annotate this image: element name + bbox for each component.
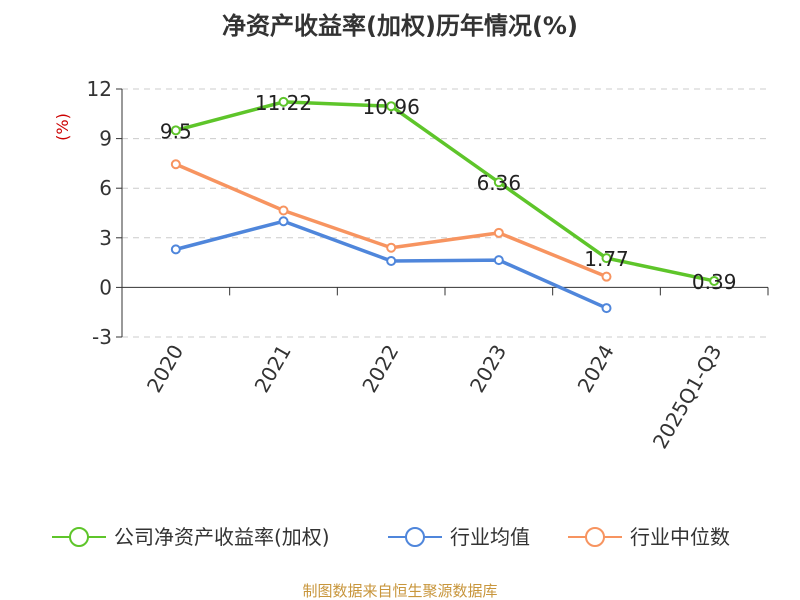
x-tick-label: 2020 [142,341,188,397]
legend-item-0: 公司净资产收益率(加权) [52,525,330,549]
series-line [175,100,715,283]
legend-label: 公司净资产收益率(加权) [114,525,330,549]
data-label: 6.36 [477,171,522,195]
x-tick-label: 2025Q1-Q3 [648,341,727,453]
data-point [278,96,289,107]
data-point [278,205,289,216]
x-tick-label: 2023 [465,341,511,397]
legend-label: 行业均值 [450,525,530,549]
y-tick-label: 0 [99,275,112,299]
legend-marker [69,527,89,547]
series-lines [170,96,720,314]
legend-marker [405,527,425,547]
series-0 [170,96,720,286]
data-point [170,125,181,136]
y-tick-label: 12 [87,77,112,101]
chart-title: 净资产收益率(加权)历年情况(%) [222,12,578,40]
data-point [170,159,181,170]
y-tick-label: 9 [99,127,112,151]
legend-item-1: 行业均值 [388,525,530,549]
data-point [386,101,397,112]
data-label: 10.96 [363,95,420,119]
data-point [493,177,504,188]
data-label: 1.77 [584,247,629,271]
data-point [709,275,720,286]
series-2 [170,159,612,282]
data-point [601,253,612,264]
data-point [601,303,612,314]
data-labels: 9.5 11.22 10.96 6.36 1.77 0.39 [160,91,737,294]
legend: 公司净资产收益率(加权) 行业均值 行业中位数 [52,525,730,549]
x-tick-label: 2024 [573,341,619,397]
data-source-note: 制图数据来自恒生聚源数据库 [302,582,497,600]
y-tick-label: 6 [99,176,112,200]
y-axis-unit-label: (%) [53,113,72,141]
data-point [278,216,289,227]
data-point [386,242,397,253]
x-tick-label: 2022 [357,341,403,397]
data-label: 0.39 [692,270,737,294]
data-point [386,255,397,266]
y-tick-label: 3 [99,226,112,250]
y-tick-label: -3 [92,325,112,349]
legend-marker [585,527,605,547]
data-label: 9.5 [160,119,192,143]
x-tick-label: 2021 [250,341,296,397]
gridlines [122,88,768,338]
data-label: 11.22 [255,91,312,115]
data-point [170,244,181,255]
series-1 [170,216,612,314]
legend-item-2: 行业中位数 [568,525,730,549]
data-point [493,255,504,266]
data-point [493,227,504,238]
legend-label: 行业中位数 [630,525,730,549]
data-point [601,271,612,282]
